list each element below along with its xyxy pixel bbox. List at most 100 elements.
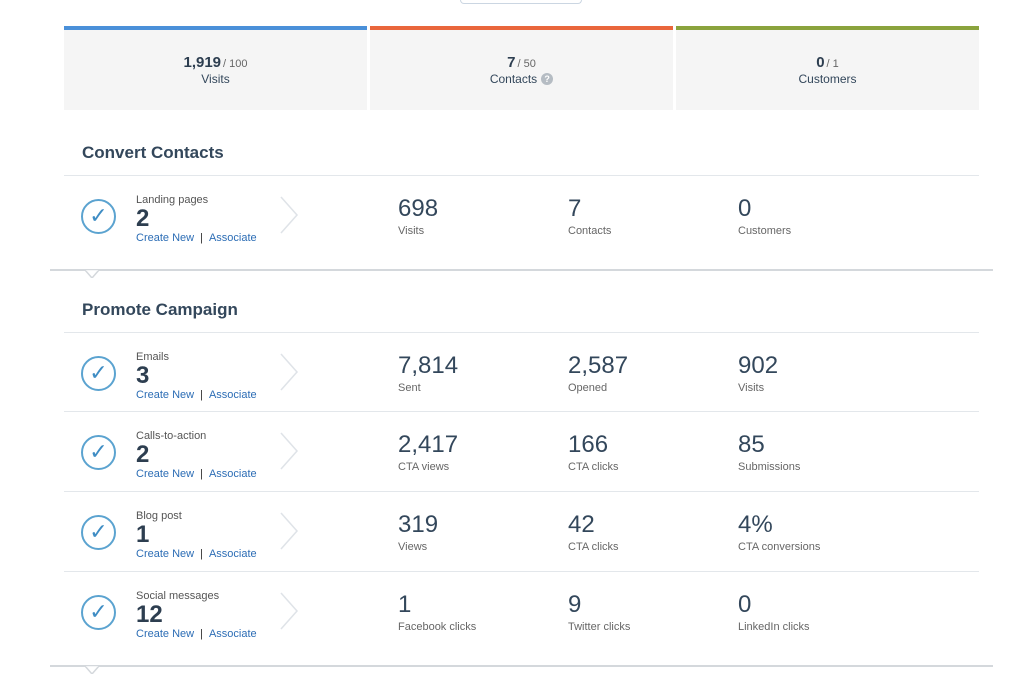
check-circle-icon: ✓	[81, 356, 116, 391]
metric: 9 Twitter clicks	[568, 590, 630, 633]
metric: 2,417 CTA views	[398, 430, 458, 473]
metric-label: Customers	[738, 225, 792, 237]
asset-links: Create New | Associate	[136, 468, 257, 480]
section-title-convert: Convert Contacts	[82, 143, 224, 162]
metric-label: Facebook clicks	[398, 621, 477, 633]
asset-label: Emails	[136, 351, 170, 363]
metric-label: CTA conversions	[738, 541, 821, 553]
metric-value: 0	[738, 591, 752, 618]
asset-info: Calls-to-action 2 Create New | Associate	[136, 430, 257, 480]
asset-links: Create New | Associate	[136, 232, 257, 244]
metric-label: CTA clicks	[568, 541, 619, 553]
asset-links: Create New | Associate	[136, 628, 257, 640]
check-circle-icon: ✓	[81, 199, 116, 234]
check-circle-icon: ✓	[81, 435, 116, 470]
metric-value: 4%	[738, 511, 773, 538]
asset-row: ✓ Emails 3 Create New | Associate 7,814 Se…	[64, 332, 979, 411]
associate-link[interactable]: Associate	[208, 468, 257, 480]
asset-label: Blog post	[136, 510, 182, 522]
link-separator: |	[200, 548, 203, 560]
asset-row: ✓ Social messages 12 Create New | Associat…	[64, 571, 979, 650]
summary-contacts-value: 7	[507, 54, 516, 71]
create-new-link[interactable]: Create New	[136, 468, 195, 480]
divider-notch	[85, 270, 99, 278]
check-circle-icon: ✓	[81, 595, 116, 630]
asset-info: Landing pages 2 Create New | Associate	[136, 194, 257, 244]
associate-link[interactable]: Associate	[208, 232, 257, 244]
metric-value: 42	[568, 511, 595, 538]
metric: 42 CTA clicks	[568, 510, 619, 553]
summary-contacts: 7/ 50 Contacts?	[370, 26, 673, 110]
chevron-right-icon	[280, 512, 299, 550]
metric-value: 2,587	[568, 352, 629, 379]
asset-row: ✓ Landing pages 2 Create New | Associate 6…	[64, 175, 979, 254]
metric-label: CTA clicks	[568, 461, 619, 473]
metric-label: Opened	[568, 382, 608, 394]
chevron-right-icon	[280, 432, 299, 470]
summary-visits-goal: / 100	[223, 58, 248, 70]
metric: 1 Facebook clicks	[398, 590, 476, 633]
metric: 7 Contacts	[568, 194, 611, 237]
metric-label: CTA views	[398, 461, 450, 473]
asset-count: 12	[136, 601, 163, 628]
metric-label: LinkedIn clicks	[738, 621, 810, 633]
section-divider	[50, 269, 993, 271]
metric: 0 Customers	[738, 194, 791, 237]
check-circle-icon: ✓	[81, 515, 116, 550]
summary-customers-goal: / 1	[826, 58, 839, 70]
question-mark-icon[interactable]: ?	[541, 73, 554, 85]
summary-contacts-goal: / 50	[517, 58, 536, 70]
metric-value: 2,417	[398, 431, 459, 458]
chevron-right-icon	[280, 196, 299, 234]
asset-row: ✓ Blog post 1 Create New | Associate 319 V…	[64, 491, 979, 570]
metric-value: 319	[398, 511, 439, 538]
asset-count: 2	[136, 441, 150, 468]
create-new-link[interactable]: Create New	[136, 389, 195, 401]
asset-info: Emails 3 Create New | Associate	[136, 351, 257, 401]
asset-count: 3	[136, 362, 150, 389]
summary-visits-label: Visits	[201, 72, 230, 86]
summary-visits: 1,919/ 100 Visits	[64, 26, 367, 110]
associate-link[interactable]: Associate	[208, 548, 257, 560]
metric-label: Visits	[738, 382, 765, 394]
metric: 0 LinkedIn clicks	[738, 590, 810, 633]
create-new-link[interactable]: Create New	[136, 628, 195, 640]
asset-label: Social messages	[136, 590, 220, 602]
metric: 166 CTA clicks	[568, 430, 619, 473]
summary-customers-value: 0	[816, 54, 825, 71]
summary-customers-label: Customers	[798, 72, 857, 86]
asset-links: Create New | Associate	[136, 548, 257, 560]
link-separator: |	[200, 628, 203, 640]
metric: 4% CTA conversions	[738, 510, 820, 553]
asset-info: Blog post 1 Create New | Associate	[136, 510, 257, 560]
asset-label: Calls-to-action	[136, 430, 207, 442]
metric-label: Views	[398, 541, 428, 553]
metric: 7,814 Sent	[398, 351, 458, 394]
metric-label: Visits	[398, 225, 425, 237]
associate-link[interactable]: Associate	[208, 628, 257, 640]
metric-value: 902	[738, 352, 779, 379]
metric-value: 698	[398, 195, 439, 222]
create-new-link[interactable]: Create New	[136, 232, 195, 244]
metric-value: 166	[568, 431, 609, 458]
top-tab[interactable]	[460, 0, 582, 4]
metric: 698 Visits	[398, 194, 438, 237]
section-title-promote: Promote Campaign	[82, 300, 238, 319]
metric-value: 7	[568, 195, 582, 222]
asset-label: Landing pages	[136, 194, 209, 206]
asset-row: ✓ Calls-to-action 2 Create New | Associate…	[64, 411, 979, 490]
metric-value: 1	[398, 591, 412, 618]
metric: 319 Views	[398, 510, 438, 553]
create-new-link[interactable]: Create New	[136, 548, 195, 560]
metric-label: Sent	[398, 382, 421, 394]
chevron-right-icon	[280, 592, 299, 630]
section-divider	[50, 665, 993, 667]
metric: 2,587 Opened	[568, 351, 628, 394]
metric-value: 0	[738, 195, 752, 222]
asset-info: Social messages 12 Create New | Associate	[136, 590, 257, 640]
link-separator: |	[200, 468, 203, 480]
summary-contacts-label: Contacts	[489, 72, 538, 86]
metric-label: Submissions	[738, 461, 801, 473]
associate-link[interactable]: Associate	[208, 389, 257, 401]
summary-customers: 0/ 1 Customers	[676, 26, 979, 110]
